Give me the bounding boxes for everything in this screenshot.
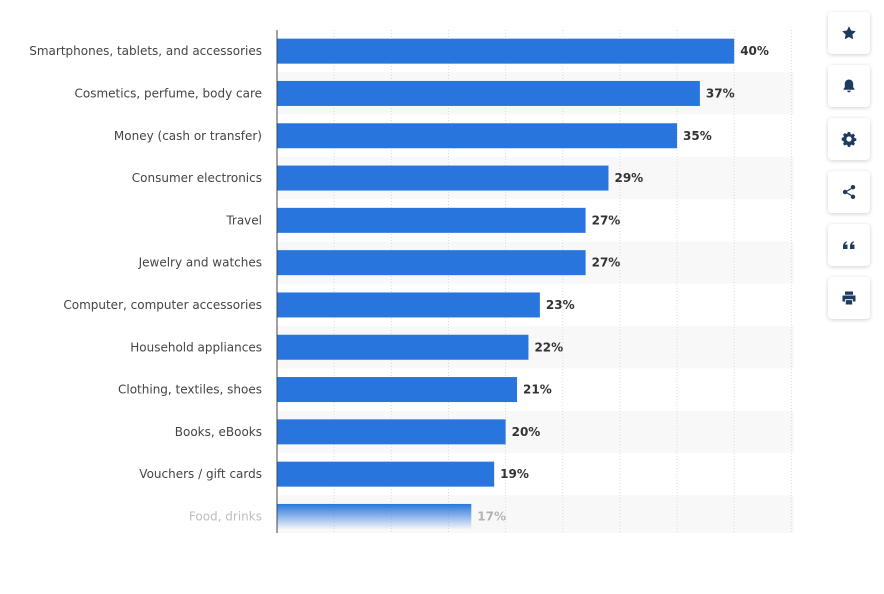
star-icon — [842, 26, 856, 40]
value-label: 22% — [534, 340, 563, 354]
cite-button[interactable] — [828, 224, 870, 266]
bar[interactable] — [277, 250, 586, 276]
labels: Smartphones, tablets, and accessories 40%… — [29, 30, 769, 533]
category-label: Money (cash or transfer) — [114, 129, 262, 143]
side-toolbar — [828, 12, 870, 319]
bar[interactable] — [277, 334, 529, 360]
category-label: Travel — [225, 213, 262, 227]
settings-button[interactable] — [828, 118, 870, 160]
print-button[interactable] — [828, 277, 870, 319]
category-label: Computer, computer accessories — [63, 298, 262, 312]
category-label: Clothing, textiles, shoes — [118, 383, 262, 397]
category-label: Cosmetics, perfume, body care — [74, 86, 262, 100]
quote-icon — [843, 241, 855, 249]
category-label: Consumer electronics — [132, 171, 262, 185]
category-label: Food, drinks — [189, 509, 262, 523]
bar[interactable] — [277, 80, 700, 106]
printer-icon — [842, 291, 856, 305]
bar[interactable] — [277, 207, 586, 233]
value-label: 40% — [740, 44, 769, 58]
category-label: Household appliances — [130, 340, 262, 354]
value-label: 35% — [683, 129, 712, 143]
value-label: 20% — [512, 425, 541, 439]
favorite-button[interactable] — [828, 12, 870, 54]
value-label: 21% — [523, 383, 552, 397]
category-label: Smartphones, tablets, and accessories — [29, 44, 262, 58]
bar[interactable] — [277, 165, 609, 191]
bell-icon — [843, 79, 855, 93]
value-label: 23% — [546, 298, 575, 312]
category-label: Jewelry and watches — [138, 256, 262, 270]
notification-button[interactable] — [828, 65, 870, 107]
category-label: Vouchers / gift cards — [139, 467, 262, 481]
bar[interactable] — [277, 123, 678, 149]
bar[interactable] — [277, 461, 495, 487]
value-label: 37% — [706, 86, 735, 100]
category-label: Books, eBooks — [175, 425, 262, 439]
bars — [277, 38, 735, 529]
bar[interactable] — [277, 38, 735, 64]
value-label: 29% — [614, 171, 643, 185]
bar[interactable] — [277, 419, 506, 445]
value-label: 27% — [592, 256, 621, 270]
value-label: 17% — [477, 509, 506, 523]
share-icon — [842, 185, 856, 199]
share-button[interactable] — [828, 171, 870, 213]
bar[interactable] — [277, 292, 540, 318]
gear-icon — [841, 131, 857, 147]
value-label: 19% — [500, 467, 529, 481]
bar[interactable] — [277, 377, 518, 403]
bar[interactable] — [277, 503, 472, 529]
value-label: 27% — [592, 213, 621, 227]
